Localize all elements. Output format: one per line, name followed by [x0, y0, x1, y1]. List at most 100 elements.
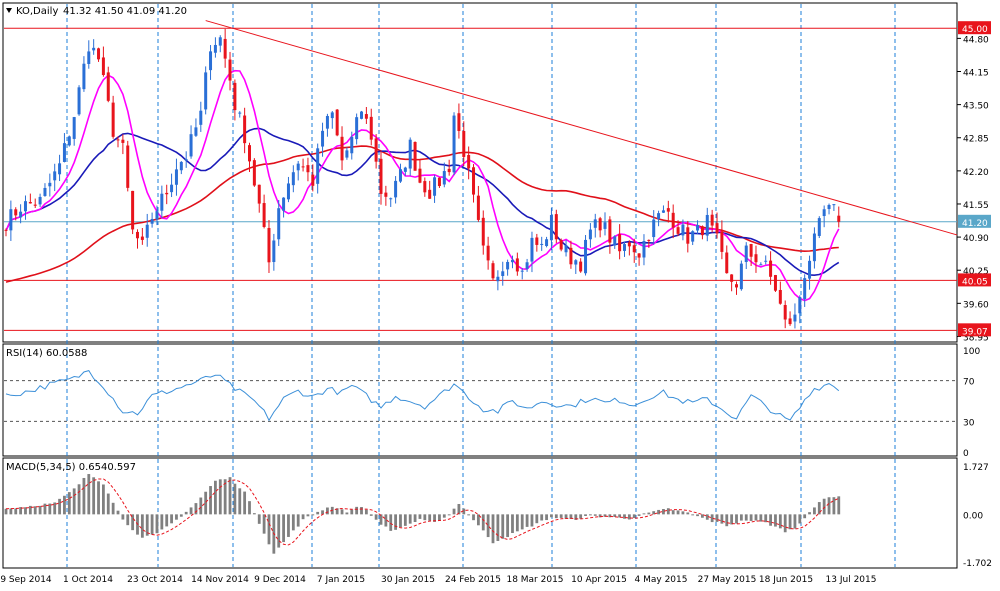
- candle-body: [579, 261, 583, 272]
- dropdown-triangle-icon[interactable]: [6, 8, 12, 13]
- candle: [135, 229, 139, 249]
- candle: [632, 238, 636, 263]
- candle: [608, 216, 612, 254]
- candle-body: [58, 163, 62, 175]
- macd-histogram-bar: [589, 514, 592, 516]
- candle: [174, 158, 178, 196]
- macd-axis-label: 0.00: [963, 511, 983, 521]
- macd-histogram-bar: [486, 514, 490, 538]
- candle-body: [33, 204, 37, 206]
- macd-histogram-bar: [67, 492, 71, 515]
- candle-body: [394, 180, 398, 198]
- rsi-axis-label: 100: [963, 347, 980, 357]
- candle: [97, 47, 101, 62]
- candle-body: [413, 141, 417, 171]
- candle: [179, 161, 183, 175]
- candle: [106, 66, 110, 103]
- candle: [423, 177, 427, 197]
- candle: [540, 236, 544, 251]
- time-axis-label: 18 Mar 2015: [506, 575, 563, 585]
- candle: [657, 210, 661, 227]
- trendline[interactable]: [205, 20, 958, 236]
- candle-body: [82, 63, 86, 90]
- candle: [637, 253, 641, 266]
- candle-body: [691, 231, 695, 242]
- macd-histogram-bar: [540, 514, 544, 521]
- macd-histogram-bar: [754, 514, 758, 521]
- candle-body: [135, 231, 139, 239]
- macd-histogram-bar: [817, 502, 821, 515]
- candle: [272, 233, 276, 271]
- macd-histogram-bar: [360, 507, 363, 515]
- candle: [126, 140, 130, 192]
- macd-histogram-bar: [145, 514, 149, 536]
- candle-body: [491, 263, 495, 279]
- candle-body: [87, 51, 91, 64]
- macd-histogram-bar: [584, 514, 587, 516]
- macd-histogram-bar: [126, 514, 130, 526]
- candle: [165, 184, 169, 205]
- time-axis-label: 27 May 2015: [698, 575, 757, 585]
- candle-body: [306, 165, 310, 173]
- candle-body: [486, 245, 490, 261]
- macd-histogram-bar: [832, 497, 836, 515]
- macd-histogram-bar: [345, 512, 349, 515]
- candle: [739, 260, 743, 291]
- candle: [248, 142, 251, 172]
- macd-histogram-bar: [481, 514, 485, 531]
- candle: [549, 207, 553, 251]
- macd-histogram-bar: [102, 484, 105, 515]
- candle: [525, 258, 529, 272]
- current-price-tag-text: 41.20: [962, 219, 988, 229]
- candle-body: [584, 239, 588, 274]
- rsi-line: [5, 370, 840, 422]
- macd-histogram-bar: [209, 486, 212, 515]
- candle-body: [296, 163, 300, 171]
- candle-body: [350, 136, 354, 154]
- candle: [111, 95, 115, 139]
- candle: [238, 111, 242, 118]
- candle-body: [715, 223, 719, 234]
- macd-pane-frame: [2, 457, 958, 569]
- rsi-indicator: 100 70 30 0: [4, 347, 980, 459]
- macd-histogram-bar: [735, 514, 738, 524]
- macd-histogram-bar: [33, 506, 37, 515]
- candle-body: [613, 236, 617, 246]
- candle: [194, 118, 198, 137]
- candle-body: [277, 208, 281, 240]
- candle-body: [97, 48, 101, 60]
- candle: [170, 173, 174, 198]
- candle-body: [340, 136, 344, 161]
- candle-body: [564, 245, 568, 253]
- candle-body: [593, 219, 597, 228]
- candle-body: [808, 260, 812, 279]
- time-axis-label: 30 Jan 2015: [381, 575, 435, 585]
- candle-body: [374, 138, 378, 162]
- candle-body: [233, 82, 237, 111]
- candle-body: [525, 262, 529, 270]
- candle: [155, 205, 159, 226]
- candle-body: [778, 289, 782, 304]
- candle: [335, 108, 339, 137]
- candle-body: [462, 130, 466, 157]
- candle-body: [252, 160, 256, 186]
- macd-histogram-bar: [822, 498, 826, 515]
- candle: [330, 110, 334, 129]
- macd-histogram-bar: [160, 514, 164, 530]
- candle: [808, 255, 812, 290]
- macd-histogram-bar: [233, 483, 237, 515]
- macd-axis-label: -1.702: [963, 559, 992, 569]
- candle: [520, 267, 524, 280]
- macd-histogram-bar: [705, 514, 709, 520]
- rsi-label: RSI(14) 60.0588: [6, 348, 87, 359]
- macd-histogram-bar: [696, 514, 699, 517]
- macd-histogram-bar: [433, 514, 436, 522]
- candle: [243, 107, 247, 154]
- macd-histogram-bar: [170, 514, 173, 524]
- price-axis-label: 40.25: [963, 267, 989, 277]
- candle-body: [62, 143, 66, 162]
- candle-body: [700, 226, 704, 236]
- candle: [506, 259, 510, 276]
